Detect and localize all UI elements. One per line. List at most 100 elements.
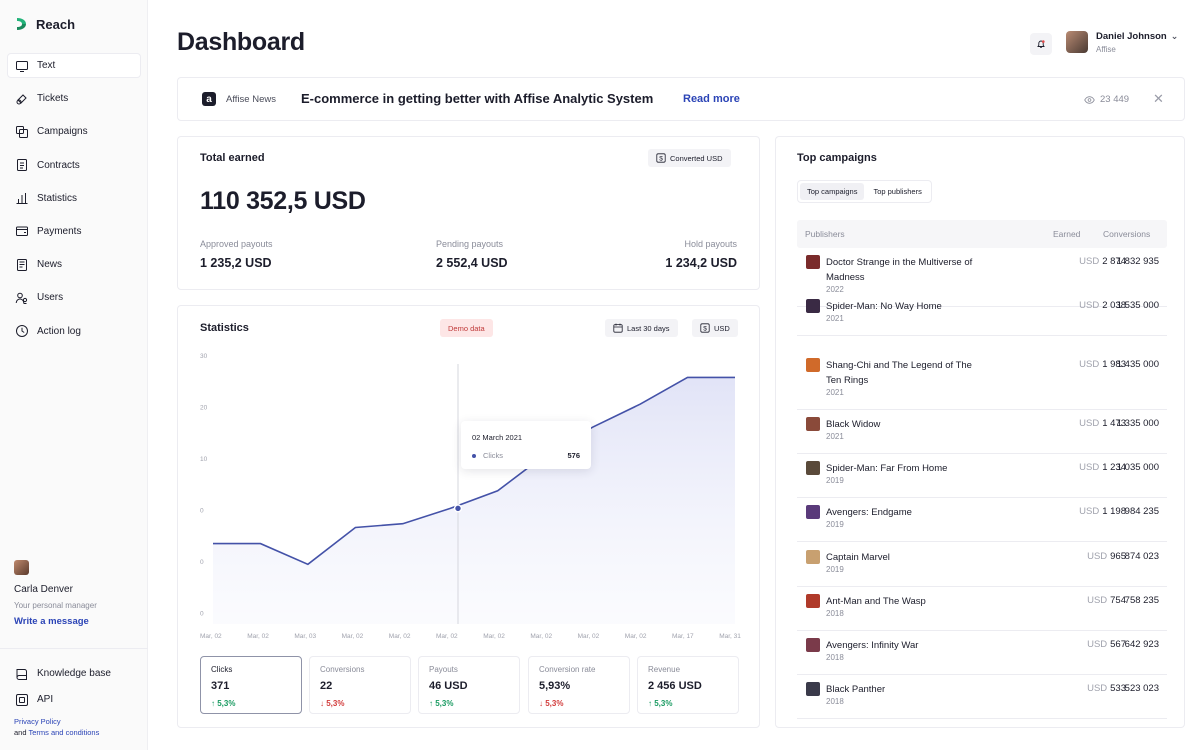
book-icon xyxy=(15,667,29,681)
write-message-link[interactable]: Write a message xyxy=(14,616,89,627)
x-tick-label: Mar, 02 xyxy=(436,633,458,640)
chevron-down-icon: ⌄ xyxy=(1170,31,1179,41)
statistics-card: Statistics Demo data Last 30 days $ USD … xyxy=(177,305,760,728)
metric-conversion-rate[interactable]: Conversion rate 5,93% ↓ 5,3% xyxy=(528,656,630,714)
metric-conversions[interactable]: Conversions 22 ↓ 5,3% xyxy=(309,656,411,714)
brand[interactable]: Reach xyxy=(14,16,75,32)
column-publishers[interactable]: Publishers xyxy=(805,229,845,239)
campaign-currency: USD xyxy=(1087,683,1108,694)
payout-label: Pending payouts xyxy=(436,239,504,249)
manager-avatar xyxy=(14,560,29,575)
table-row[interactable]: Avengers: Endgame 2019 USD 1 198 984 235 xyxy=(797,498,1167,542)
sidebar-item-label: Campaigns xyxy=(37,126,88,138)
payout-label: Approved payouts xyxy=(200,239,273,249)
notifications-button[interactable] xyxy=(1030,33,1052,55)
campaign-thumbnail xyxy=(806,299,820,313)
campaign-title: Black Panther xyxy=(826,684,886,695)
table-row[interactable]: Ant-Man and The Wasp 2018 USD 754 758 235 xyxy=(797,587,1167,631)
campaign-earned: USD 2 038 xyxy=(1038,300,1126,311)
approved-payouts: Approved payouts 1 235,2 USD xyxy=(200,239,273,270)
campaign-earned-value: 754 xyxy=(1110,595,1126,606)
campaign-currency: USD xyxy=(1079,359,1100,370)
sidebar-item-label: Statistics xyxy=(37,192,78,204)
sidebar-item-knowledge-base[interactable]: Knowledge base xyxy=(15,662,111,685)
currency-select[interactable]: $ USD xyxy=(692,319,738,337)
metric-clicks[interactable]: Clicks 371 ↑ 5,3% xyxy=(200,656,302,714)
sidebar-item-label: Action log xyxy=(37,325,81,337)
metric-change-value: 5,3% xyxy=(545,699,564,708)
campaign-tabs: Top campaigns Top publishers xyxy=(797,180,932,203)
read-more-link[interactable]: Read more xyxy=(683,93,740,105)
campaign-conversions: 758 235 xyxy=(1124,595,1159,606)
table-row[interactable]: Spider-Man: No Way Home 2021 USD 2 038 1 535… xyxy=(797,292,1167,336)
clock-icon xyxy=(15,324,29,338)
user-menu[interactable]: Daniel Johnson ⌄ Affise xyxy=(1066,31,1178,54)
campaign-thumbnail xyxy=(806,505,820,519)
campaign-year: 2019 xyxy=(826,565,844,574)
campaign-title: Spider-Man: Far From Home xyxy=(826,463,948,474)
eye-icon xyxy=(1084,95,1095,104)
sidebar-item-payments[interactable]: Payments xyxy=(8,220,140,243)
sidebar-item-contracts[interactable]: Contracts xyxy=(8,154,140,177)
payout-label: Hold payouts xyxy=(684,239,737,249)
table-row[interactable]: Shang-Chi and The Legend of The Ten Ring… xyxy=(797,351,1167,410)
terms-link[interactable]: Terms and conditions xyxy=(28,728,100,737)
metric-change: ↑ 5,3% xyxy=(648,699,672,708)
user-name: Daniel Johnson ⌄ xyxy=(1096,31,1178,42)
series-dot xyxy=(472,454,476,458)
tab-top-publishers[interactable]: Top publishers xyxy=(873,187,922,196)
metric-label: Clicks xyxy=(211,665,233,674)
metric-revenue[interactable]: Revenue 2 456 USD ↑ 5,3% xyxy=(637,656,739,714)
sidebar-item-users[interactable]: Users xyxy=(8,286,140,309)
tab-top-campaigns[interactable]: Top campaigns xyxy=(800,183,865,200)
close-icon[interactable]: ✕ xyxy=(1153,91,1164,106)
x-tick-label: Mar, 17 xyxy=(672,633,694,640)
x-tick-label: Mar, 02 xyxy=(247,633,269,640)
payout-value: 2 552,4 USD xyxy=(436,256,508,270)
sidebar-item-tickets[interactable]: Tickets xyxy=(8,87,140,110)
table-row[interactable]: Black Widow 2021 USD 1 473 1 335 000 xyxy=(797,410,1167,454)
metric-change: ↓ 5,3% xyxy=(320,699,344,708)
period-select[interactable]: Last 30 days xyxy=(605,319,678,337)
user-info: Daniel Johnson ⌄ Affise xyxy=(1096,31,1178,54)
page-title: Dashboard xyxy=(177,28,305,56)
sidebar-item-campaigns[interactable]: Campaigns xyxy=(8,120,140,143)
campaign-conversions: 523 023 xyxy=(1124,683,1159,694)
sidebar-item-statistics[interactable]: Statistics xyxy=(8,187,140,210)
metric-change-value: 5,3% xyxy=(217,699,236,708)
ticket-icon xyxy=(15,92,29,106)
campaign-thumbnail xyxy=(806,638,820,652)
metric-label: Conversions xyxy=(320,665,365,674)
table-row[interactable]: Spider-Man: Far From Home 2019 USD 1 234 1 0… xyxy=(797,454,1167,498)
sidebar-item-api[interactable]: API xyxy=(15,688,111,711)
metric-payouts[interactable]: Payouts 46 USD ↑ 5,3% xyxy=(418,656,520,714)
column-conversions[interactable]: Conversions xyxy=(1103,229,1151,239)
table-row[interactable]: Black Panther 2018 USD 533 523 023 xyxy=(797,675,1167,719)
campaign-year: 2018 xyxy=(826,697,844,706)
y-tick-label: 0 xyxy=(200,559,204,566)
table-row[interactable]: Avengers: Infinity War 2018 USD 567 642 923 xyxy=(797,631,1167,675)
news-banner: a Affise News E-commerce in getting bett… xyxy=(177,77,1185,121)
privacy-policy-link[interactable]: Privacy Policy xyxy=(14,717,61,726)
total-earned-value: 110 352,5 USD xyxy=(200,187,366,215)
converted-usd-button[interactable]: $ Converted USD xyxy=(648,149,731,167)
campaign-year: 2022 xyxy=(826,285,844,294)
column-earned[interactable]: Earned xyxy=(1053,229,1081,239)
chart-tooltip: 02 March 2021 Clicks 576 xyxy=(461,421,591,469)
bell-icon xyxy=(1037,40,1045,48)
table-row[interactable]: Doctor Strange in the Multiverse of Madn… xyxy=(797,248,1167,307)
calendar-icon xyxy=(613,323,623,333)
sidebar-item-action-log[interactable]: Action log xyxy=(8,320,140,343)
campaign-year: 2018 xyxy=(826,653,844,662)
sidebar-item-news[interactable]: News xyxy=(8,253,140,276)
sidebar-bottom: Knowledge base API xyxy=(15,662,111,714)
campaign-thumbnail xyxy=(806,682,820,696)
sidebar-nav: Text Tickets Campaigns Contracts Statist… xyxy=(8,54,140,353)
campaign-earned-value: 2 038 xyxy=(1102,300,1126,311)
total-earned-title: Total earned xyxy=(200,152,265,164)
metric-value: 46 USD xyxy=(429,680,468,692)
sidebar-item-text[interactable]: Text xyxy=(8,54,140,77)
table-row[interactable]: Captain Marvel 2019 USD 965 874 023 xyxy=(797,543,1167,587)
tooltip-label: Clicks xyxy=(483,451,503,460)
sidebar-item-label: Payments xyxy=(37,225,82,237)
